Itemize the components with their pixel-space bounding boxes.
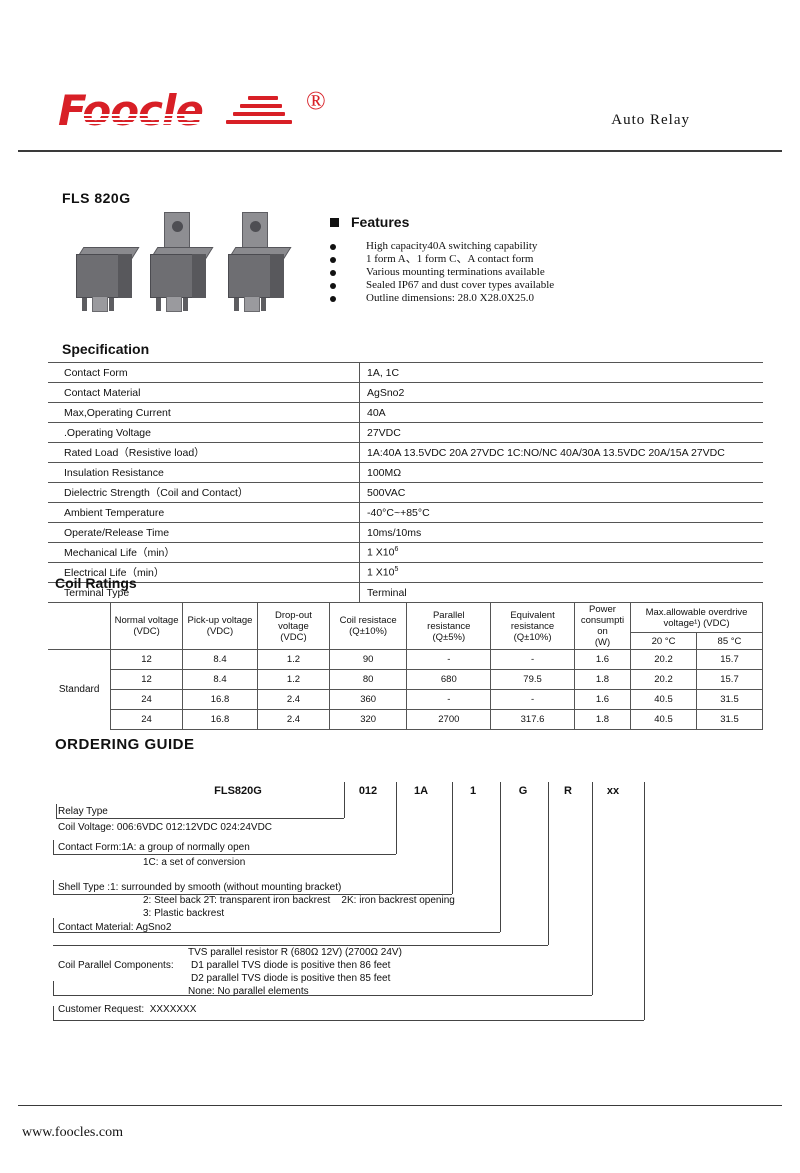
col-max-overdrive-voltage: Max.allowable overdrive voltage¹) (VDC) <box>630 601 763 634</box>
corner-cell <box>48 602 112 650</box>
bullet-square-icon <box>330 217 339 227</box>
desc-coil-voltage: Coil Voltage: 006:6VDC 012:12VDC 024:24V… <box>58 822 273 833</box>
list-item: Various mounting terminations available <box>330 266 630 279</box>
code-shell-type: 1 <box>469 785 477 797</box>
header-divider <box>18 150 782 152</box>
coil-ratings-table: Normal voltage (VDC) Pick-up voltage (VDC)… <box>48 601 764 730</box>
col-overdrive-20c: 20 °C <box>630 632 697 650</box>
page-header: Foocle ® Auto Relay <box>0 86 800 150</box>
features-heading: Features <box>330 214 630 230</box>
table-row: Insulation Resistance 100MΩ <box>48 462 763 483</box>
col-overdrive-85c: 85 °C <box>695 632 764 650</box>
table-row: Max,Operating Current 40A <box>48 402 763 423</box>
list-item: Outline dimensions: 28.0 X28.0X25.0 <box>330 292 630 305</box>
row-group-label: Standard <box>48 649 112 730</box>
list-item: High capacity40A switching capability <box>330 240 630 253</box>
code-contact-material: G <box>518 785 528 797</box>
bullet-dot-icon <box>330 283 336 289</box>
col-normal-voltage: Normal voltage (VDC) <box>110 602 183 650</box>
ordering-code-row: FLS820G 012 1A 1 G R xx <box>48 782 763 804</box>
desc-shell-type-2: 2: Steel back 2T: transparent iron backr… <box>143 895 455 906</box>
desc-contact-form-1a: Contact Form:1A: a group of normally ope… <box>58 842 250 853</box>
table-row: Contact Material AgSno2 <box>48 382 763 403</box>
code-coil-parallel: R <box>564 785 572 797</box>
company-logo: Foocle ® <box>58 86 326 140</box>
coil-ratings-heading: Coil Ratings <box>55 575 137 591</box>
table-row: Dielectric Strength（Coil and Contact） 50… <box>48 482 763 503</box>
code-customer-request: xx <box>606 785 620 797</box>
col-equivalent-resistance: Equivalent resistance (Q±10%) <box>490 602 575 650</box>
table-row: 24 16.8 2.4 360 - - 1.6 40.5 31.5 <box>48 689 764 710</box>
table-row: Operate/Release Time 10ms/10ms <box>48 522 763 543</box>
desc-customer-request: Customer Request: XXXXXXX <box>58 1004 197 1015</box>
col-pickup-voltage: Pick-up voltage (VDC) <box>181 602 259 650</box>
desc-coil-parallel-d1: D1 parallel TVS diode is positive then 8… <box>191 960 391 971</box>
desc-coil-parallel-none: None: No parallel elements <box>188 986 309 997</box>
logo-wordmark: Foocle <box>58 86 204 135</box>
desc-coil-parallel-d2: D2 parallel TVS diode is positive then 8… <box>191 973 391 984</box>
specification-table: Contact Form 1A, 1C Contact Material AgS… <box>48 362 763 603</box>
table-row: .Operating Voltage 27VDC <box>48 422 763 443</box>
table-row: Standard 12 8.4 1.2 90 - - 1.6 20.2 15.7 <box>48 649 764 730</box>
bullet-dot-icon <box>330 270 336 276</box>
logo-speed-bars <box>226 96 296 130</box>
col-coil-resistance: Coil resistace (Q±10%) <box>328 602 408 650</box>
desc-contact-form-1c: 1C: a set of conversion <box>143 857 246 868</box>
desc-relay-type: Relay Type <box>58 806 108 817</box>
table-header-row: Normal voltage (VDC) Pick-up voltage (VDC)… <box>48 601 763 650</box>
table-row: Ambient Temperature -40°C~+85°C <box>48 502 763 523</box>
col-parallel-resistance: Parallel resistance (Q±5%) <box>406 602 492 650</box>
bullet-dot-icon <box>330 296 336 302</box>
table-row: Mechanical Life（min） 1 X106 <box>48 542 763 563</box>
desc-coil-parallel-label: Coil Parallel Components: <box>58 960 174 971</box>
bullet-dot-icon <box>330 257 336 263</box>
features-list: High capacity40A switching capability 1 … <box>330 240 630 305</box>
table-row: 24 16.8 2.4 320 2700 317.6 1.8 40.5 31.5 <box>48 709 764 730</box>
document-type-title: Auto Relay <box>611 112 690 128</box>
list-item: Sealed IP67 and dust cover types availab… <box>330 279 630 292</box>
code-contact-form: 1A <box>413 785 429 797</box>
ordering-guide-diagram: FLS820G 012 1A 1 G R xx Relay T <box>48 782 763 1022</box>
specification-heading: Specification <box>62 341 150 357</box>
product-photo-group <box>70 208 295 312</box>
page-title: FLS 820G <box>62 190 131 206</box>
footer-divider <box>18 1105 782 1106</box>
footer-url[interactable]: www.foocles.com <box>22 1125 123 1140</box>
bullet-dot-icon <box>330 244 336 250</box>
table-row: Electrical Life（min） 1 X105 <box>48 562 763 583</box>
col-power-consumption: Power consumpti on (W) <box>573 602 632 650</box>
code-coil-voltage: 012 <box>358 785 378 797</box>
features-heading-label: Features <box>351 214 410 230</box>
col-dropout-voltage: Drop-out voltage (VDC) <box>257 602 330 650</box>
desc-shell-type-3: 3: Plastic backrest <box>143 908 225 919</box>
code-relay-type: FLS820G <box>214 785 262 797</box>
desc-coil-parallel-r: TVS parallel resistor R (680Ω 12V) (2700… <box>188 947 402 958</box>
ordering-guide-heading: ORDERING GUIDE <box>55 736 195 753</box>
table-row: Rated Load（Resistive load） 1A:40A 13.5VD… <box>48 442 763 463</box>
registered-trademark-icon: ® <box>306 86 326 115</box>
list-item: 1 form A、1 form C、A contact form <box>330 253 630 266</box>
table-row: Contact Form 1A, 1C <box>48 362 763 383</box>
desc-shell-type-1: Shell Type :1: surrounded by smooth (wit… <box>58 882 342 893</box>
features-section: Features High capacity40A switching capa… <box>330 214 630 305</box>
table-row: 12 8.4 1.2 80 680 79.5 1.8 20.2 15.7 <box>48 669 764 690</box>
desc-contact-material: Contact Material: AgSno2 <box>58 922 172 933</box>
table-row: Terminal Type Terminal <box>48 582 763 603</box>
table-subheader-row: 20 °C 85 °C <box>48 632 764 650</box>
